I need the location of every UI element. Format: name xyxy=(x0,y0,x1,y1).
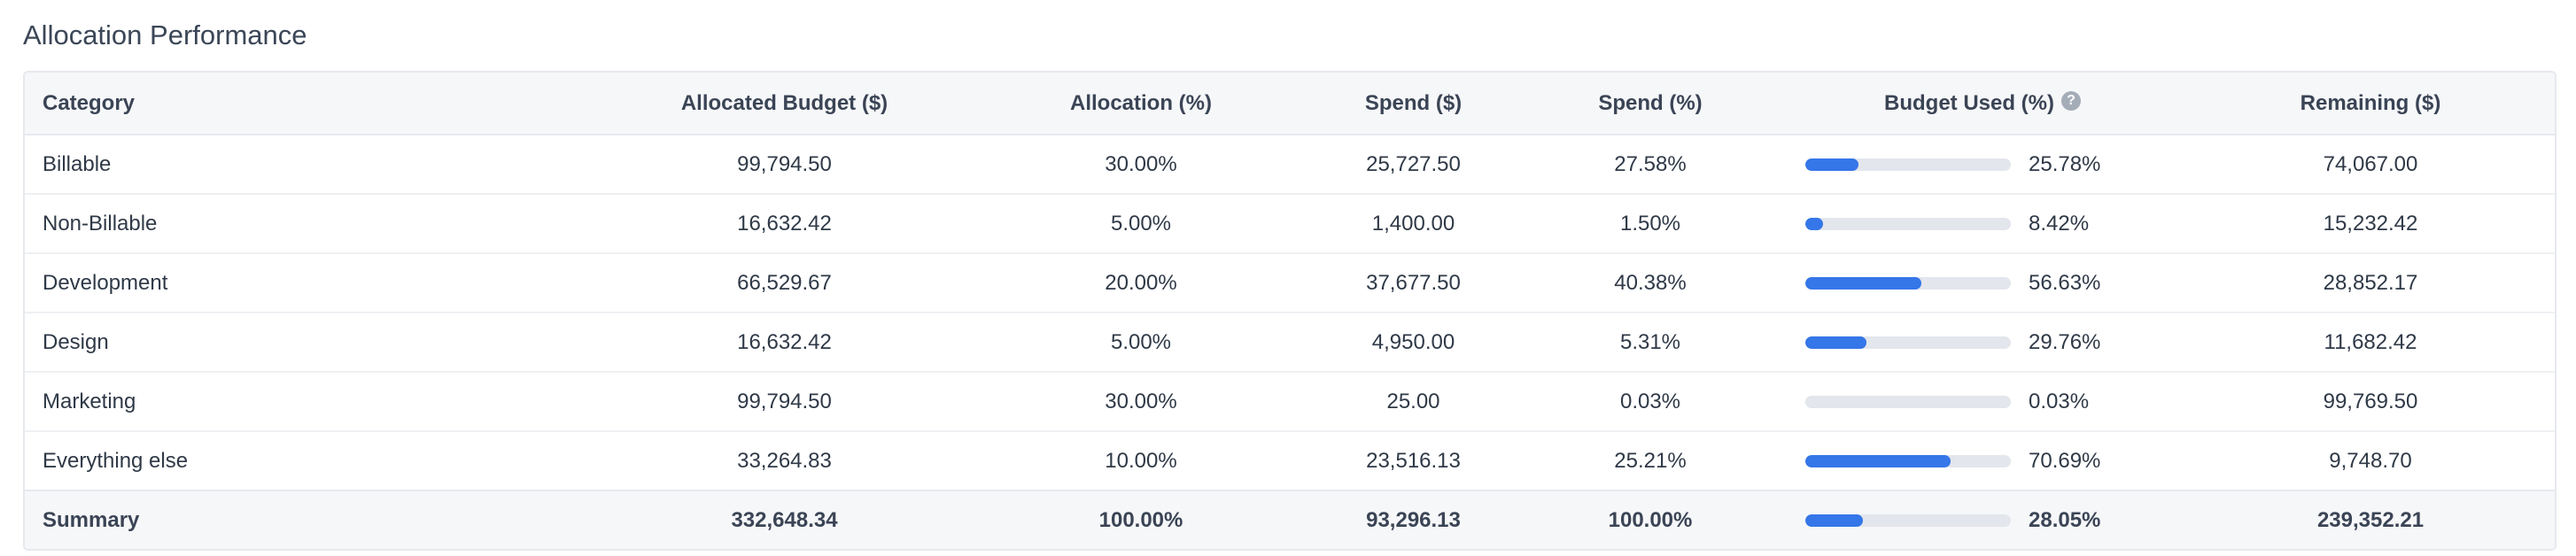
remaining-cell: 9,748.70 xyxy=(2329,448,2412,473)
spend-pct-cell: 25.21% xyxy=(1614,448,1687,473)
progress-bar xyxy=(1805,395,2011,408)
table-header: Category Allocated Budget ($) Allocation… xyxy=(25,73,2555,135)
spend-pct-cell: 5.31% xyxy=(1619,329,1681,354)
category-cell: Development xyxy=(43,270,168,295)
allocated-budget-cell: 16,632.42 xyxy=(737,329,832,354)
category-cell: Non-Billable xyxy=(43,211,158,236)
table-row: Billable 99,794.50 30.00% 25,727.50 27.5… xyxy=(25,135,2555,194)
table-row: Design 16,632.42 5.00% 4,950.00 5.31% 29… xyxy=(25,313,2555,372)
summary-allocated-budget: 332,648.34 xyxy=(731,507,838,532)
spend-pct-cell: 27.58% xyxy=(1614,151,1687,176)
budget-used-cell: 8.42% xyxy=(1779,194,2186,253)
allocation-pct-cell: 5.00% xyxy=(1110,329,1172,354)
spend-pct-cell: 1.50% xyxy=(1619,211,1681,236)
header-spend-pct[interactable]: Spend (%) xyxy=(1598,90,1703,115)
progress-bar xyxy=(1805,276,2011,290)
summary-label: Summary xyxy=(43,507,140,532)
remaining-cell: 15,232.42 xyxy=(2323,211,2418,236)
summary-allocation-pct: 100.00% xyxy=(1098,507,1183,532)
spend-cell: 23,516.13 xyxy=(1366,448,1461,473)
budget-used-pct-label: 25.78% xyxy=(2029,151,2101,176)
progress-bar-fill xyxy=(1805,336,1867,349)
section-title: Allocation Performance xyxy=(23,19,307,50)
spend-pct-cell: 0.03% xyxy=(1619,389,1681,413)
summary-budget-used-cell: 28.05% xyxy=(1779,490,2186,549)
spend-cell: 1,400.00 xyxy=(1371,211,1455,236)
header-allocation-pct[interactable]: Allocation (%) xyxy=(1070,90,1212,115)
header-category[interactable]: Category xyxy=(43,90,136,115)
category-cell: Billable xyxy=(43,151,112,176)
header-budget-used-label: Budget Used (%) xyxy=(1884,90,2054,115)
category-cell: Everything else xyxy=(43,448,189,473)
remaining-cell: 28,852.17 xyxy=(2323,270,2418,295)
progress-bar xyxy=(1805,454,2011,467)
budget-used-cell: 56.63% xyxy=(1779,253,2186,313)
summary-row: Summary 332,648.34 100.00% 93,296.13 100… xyxy=(25,490,2555,549)
budget-used-pct-label: 56.63% xyxy=(2029,270,2101,295)
table-footer: Summary 332,648.34 100.00% 93,296.13 100… xyxy=(25,490,2555,549)
header-remaining[interactable]: Remaining ($) xyxy=(2300,90,2441,115)
progress-bar xyxy=(1805,217,2011,230)
header-row: Category Allocated Budget ($) Allocation… xyxy=(25,73,2555,135)
allocation-pct-cell: 5.00% xyxy=(1110,211,1172,236)
spend-cell: 25.00 xyxy=(1386,389,1440,413)
summary-budget-used-pct: 28.05% xyxy=(2029,507,2101,532)
allocation-pct-cell: 10.00% xyxy=(1105,448,1177,473)
allocated-budget-cell: 16,632.42 xyxy=(737,211,832,236)
allocated-budget-cell: 99,794.50 xyxy=(737,151,832,176)
progress-bar-fill xyxy=(1805,158,1858,171)
budget-used-cell: 29.76% xyxy=(1779,313,2186,372)
allocation-table: Category Allocated Budget ($) Allocation… xyxy=(25,73,2555,549)
allocation-pct-cell: 20.00% xyxy=(1105,270,1177,295)
header-budget-used-pct[interactable]: Budget Used (%)? xyxy=(1779,73,2186,135)
progress-bar xyxy=(1805,514,2011,527)
budget-used-cell: 25.78% xyxy=(1779,135,2186,194)
allocated-budget-cell: 99,794.50 xyxy=(737,389,832,413)
budget-used-pct-label: 0.03% xyxy=(2029,389,2090,413)
summary-remaining: 239,352.21 xyxy=(2316,507,2425,532)
spend-cell: 37,677.50 xyxy=(1366,270,1461,295)
table-row: Non-Billable 16,632.42 5.00% 1,400.00 1.… xyxy=(25,194,2555,253)
category-cell: Marketing xyxy=(43,389,136,413)
remaining-cell: 74,067.00 xyxy=(2323,151,2418,176)
remaining-cell: 11,682.42 xyxy=(2324,329,2417,354)
allocation-pct-cell: 30.00% xyxy=(1105,151,1177,176)
header-spend[interactable]: Spend ($) xyxy=(1364,90,1463,115)
header-allocated-budget[interactable]: Allocated Budget ($) xyxy=(680,90,888,115)
table-row: Everything else 33,264.83 10.00% 23,516.… xyxy=(25,431,2555,490)
budget-used-cell: 70.69% xyxy=(1779,431,2186,490)
question-circle-icon[interactable]: ? xyxy=(2061,90,2081,111)
allocation-pct-cell: 30.00% xyxy=(1105,389,1177,413)
category-cell: Design xyxy=(43,329,109,354)
progress-bar-fill xyxy=(1805,454,1951,467)
summary-spend-pct: 100.00% xyxy=(1608,507,1693,532)
budget-used-pct-label: 29.76% xyxy=(2029,329,2101,354)
progress-bar xyxy=(1805,158,2011,171)
spend-pct-cell: 40.38% xyxy=(1614,270,1687,295)
allocated-budget-cell: 33,264.83 xyxy=(737,448,832,473)
allocation-performance-table: Category Allocated Budget ($) Allocation… xyxy=(23,71,2557,551)
spend-cell: 25,727.50 xyxy=(1366,151,1461,176)
progress-bar xyxy=(1805,336,2011,349)
budget-used-pct-label: 70.69% xyxy=(2029,448,2101,473)
progress-bar-fill xyxy=(1805,276,1922,290)
budget-used-cell: 0.03% xyxy=(1779,372,2186,431)
budget-used-pct-label: 8.42% xyxy=(2029,211,2090,236)
progress-bar-fill xyxy=(1805,217,1823,230)
summary-spend: 93,296.13 xyxy=(1366,507,1461,532)
table-body: Billable 99,794.50 30.00% 25,727.50 27.5… xyxy=(25,135,2555,490)
progress-bar-fill xyxy=(1805,514,1864,527)
remaining-cell: 99,769.50 xyxy=(2323,389,2418,413)
allocated-budget-cell: 66,529.67 xyxy=(737,270,832,295)
table-row: Marketing 99,794.50 30.00% 25.00 0.03% 0… xyxy=(25,372,2555,431)
spend-cell: 4,950.00 xyxy=(1371,329,1455,354)
table-row: Development 66,529.67 20.00% 37,677.50 4… xyxy=(25,253,2555,313)
